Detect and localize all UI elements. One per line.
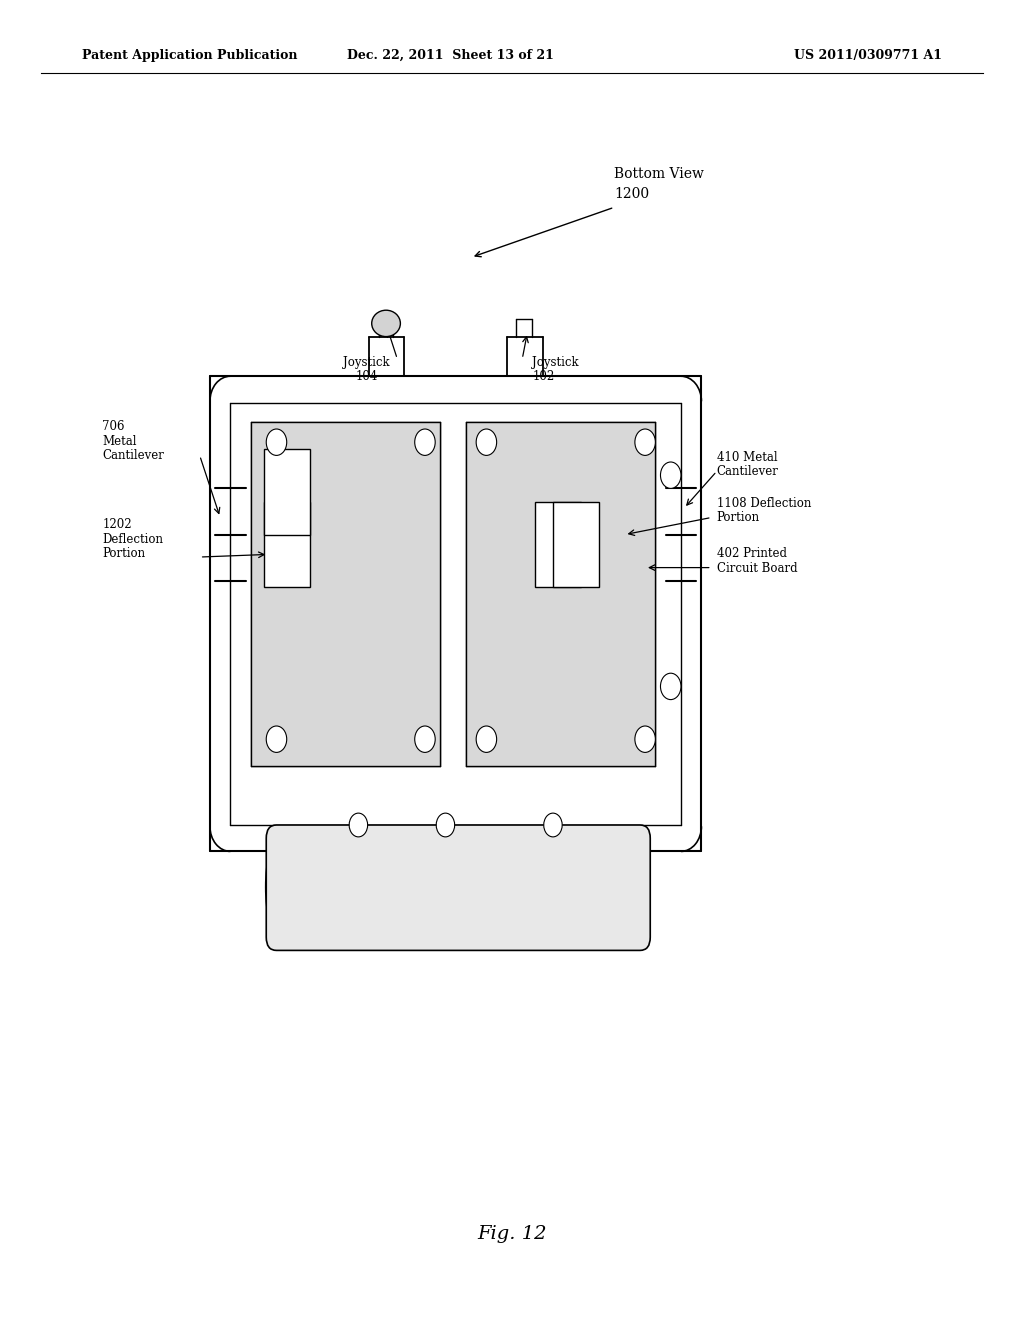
Text: Bottom View: Bottom View	[614, 168, 705, 181]
Text: Deflection: Deflection	[102, 532, 164, 545]
Text: 1200: 1200	[614, 187, 649, 201]
Bar	[251, 422, 440, 766]
Text: 320 Cell: 320 Cell	[548, 861, 597, 874]
Circle shape	[544, 813, 562, 837]
Ellipse shape	[372, 310, 400, 337]
Circle shape	[349, 813, 368, 837]
FancyBboxPatch shape	[266, 825, 650, 950]
Text: Cantilever: Cantilever	[717, 465, 778, 478]
Text: Cantilever: Cantilever	[102, 449, 164, 462]
Circle shape	[266, 726, 287, 752]
Text: 402 Printed: 402 Printed	[717, 546, 786, 560]
Text: 1108 Deflection: 1108 Deflection	[717, 496, 811, 510]
Text: Joystick: Joystick	[532, 355, 580, 368]
Text: Patent Application Publication: Patent Application Publication	[82, 49, 297, 62]
Circle shape	[415, 429, 435, 455]
Circle shape	[436, 813, 455, 837]
Bar	[264, 502, 310, 587]
Text: US 2011/0309771 A1: US 2011/0309771 A1	[794, 49, 942, 62]
Bar	[264, 449, 310, 535]
Text: Portion: Portion	[717, 511, 760, 524]
Circle shape	[476, 726, 497, 752]
Circle shape	[476, 429, 497, 455]
Text: Portion: Portion	[102, 546, 145, 560]
Bar	[535, 502, 581, 587]
Text: Metal: Metal	[102, 434, 137, 447]
Text: 1202: 1202	[102, 517, 132, 531]
Text: Joystick: Joystick	[343, 355, 390, 368]
Text: 410 Metal: 410 Metal	[717, 450, 777, 463]
Text: Circuit Board: Circuit Board	[717, 561, 798, 574]
Circle shape	[415, 726, 435, 752]
Bar	[553, 502, 599, 587]
Text: Fig. 12: Fig. 12	[477, 1225, 547, 1243]
Circle shape	[635, 429, 655, 455]
Text: 706: 706	[102, 420, 125, 433]
Text: 104: 104	[355, 370, 378, 383]
Text: Dec. 22, 2011  Sheet 13 of 21: Dec. 22, 2011 Sheet 13 of 21	[347, 49, 554, 62]
Bar	[466, 422, 655, 766]
Circle shape	[266, 429, 287, 455]
Circle shape	[660, 462, 681, 488]
Circle shape	[635, 726, 655, 752]
Text: 102: 102	[532, 370, 555, 383]
Circle shape	[660, 673, 681, 700]
